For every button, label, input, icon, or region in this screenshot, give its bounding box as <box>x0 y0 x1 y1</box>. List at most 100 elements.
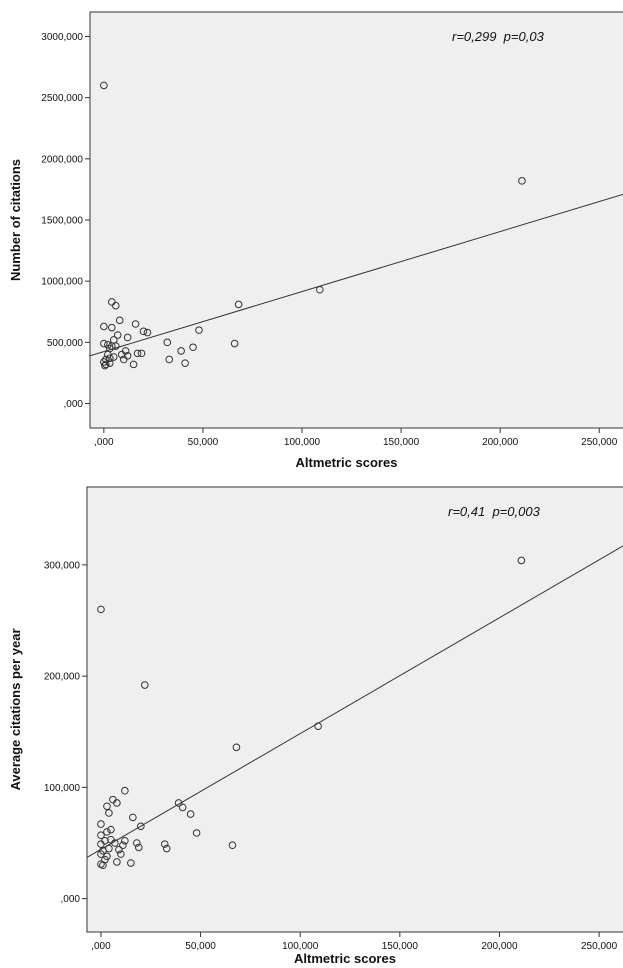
x-axis-label: Altmetric scores <box>294 951 396 966</box>
data-point <box>100 81 108 90</box>
x-tick-label: 50,000 <box>185 941 216 952</box>
data-point <box>129 813 137 822</box>
data-point <box>104 341 112 349</box>
data-point <box>228 841 237 850</box>
y-tick-label: 300,000 <box>44 560 81 571</box>
data-point <box>127 859 135 867</box>
data-point <box>131 320 140 328</box>
data-point <box>129 360 138 369</box>
data-point <box>163 338 172 347</box>
data-point <box>97 831 105 840</box>
data-point <box>103 802 111 811</box>
y-tick-label: ,000 <box>64 399 84 410</box>
x-axis-label: Altmetric scores <box>296 455 398 470</box>
data-point <box>165 355 174 364</box>
stats-annotation: r=0,299 p=0,03 <box>452 29 545 44</box>
data-point <box>234 300 243 309</box>
chart-panel-2: ,000 100,000 200,000 300,000 ,000 50,000 100,0… <box>8 486 623 966</box>
x-tick-label: 150,000 <box>383 437 420 448</box>
plot-area <box>86 486 623 933</box>
y-axis-label: Average citations per year <box>8 628 23 790</box>
data-point <box>232 743 241 752</box>
data-point <box>97 820 105 828</box>
data-point <box>104 350 112 359</box>
data-point <box>107 298 116 306</box>
data-point <box>139 327 148 336</box>
x-tick-label: ,000 <box>94 437 114 448</box>
x-tick-label: 100,000 <box>282 941 319 952</box>
data-point <box>113 331 122 339</box>
data-point <box>136 822 145 831</box>
data-point <box>109 795 117 804</box>
data-point <box>137 349 146 358</box>
data-point <box>517 556 526 565</box>
data-point <box>181 359 189 367</box>
data-point <box>100 339 108 348</box>
data-point <box>178 803 187 812</box>
y-tick-label: 500,000 <box>47 338 84 349</box>
data-point <box>115 845 123 854</box>
data-point <box>102 360 110 369</box>
data-point <box>314 722 322 730</box>
data-point <box>101 361 109 370</box>
data-point <box>174 799 183 807</box>
data-point <box>119 841 127 850</box>
data-point <box>189 343 197 352</box>
data-point <box>107 342 116 350</box>
data-point <box>107 825 115 834</box>
stats-annotation: r=0,41 p=0,003 <box>448 504 541 519</box>
data-point <box>123 333 132 342</box>
data-point <box>97 850 105 858</box>
x-tick-label: 150,000 <box>382 941 419 952</box>
data-point <box>230 339 239 348</box>
data-point <box>133 349 142 358</box>
y-tick-label: 200,000 <box>44 672 81 683</box>
data-point <box>133 839 141 847</box>
y-tick-label: 2000,000 <box>41 154 83 165</box>
y-axis-label: Number of citations <box>8 159 23 281</box>
y-tick-label: 3000,000 <box>41 32 83 43</box>
x-tick-label: 250,000 <box>581 437 618 448</box>
data-point <box>186 810 195 818</box>
data-point <box>316 285 324 294</box>
data-point <box>518 177 526 185</box>
data-point <box>106 354 114 363</box>
y-tick-label: ,000 <box>61 894 81 905</box>
data-point <box>107 323 116 332</box>
data-point <box>99 861 107 870</box>
x-tick-label: 250,000 <box>581 941 618 952</box>
data-point <box>115 316 124 325</box>
data-point <box>121 786 129 795</box>
y-tick-label: 2500,000 <box>41 93 83 104</box>
y-tick-label: 100,000 <box>44 783 81 794</box>
data-point <box>121 836 129 845</box>
data-point <box>100 322 108 331</box>
data-point <box>113 858 121 866</box>
data-point <box>135 843 143 852</box>
data-point <box>195 326 203 334</box>
data-point <box>177 347 185 355</box>
y-tick-label: 1000,000 <box>41 277 83 288</box>
x-tick-label: ,000 <box>91 941 111 952</box>
data-point <box>105 809 113 817</box>
x-tick-label: 200,000 <box>481 941 518 952</box>
chart-panel-1: ,000 500,000 1000,000 1500,000 2000,000 2500,… <box>8 11 623 470</box>
data-point <box>103 828 111 836</box>
data-point <box>100 358 108 366</box>
data-point <box>117 350 126 359</box>
data-point <box>117 850 125 858</box>
data-point <box>97 840 105 848</box>
data-point <box>192 829 201 837</box>
data-point <box>119 355 128 364</box>
x-tick-label: 100,000 <box>284 437 321 448</box>
data-point <box>140 681 149 689</box>
plot-area <box>89 11 623 429</box>
data-point <box>143 328 152 337</box>
y-tick-label: 1500,000 <box>41 216 83 227</box>
x-tick-label: 200,000 <box>482 437 519 448</box>
data-point <box>160 840 169 848</box>
data-point <box>97 860 105 868</box>
fit-line <box>90 193 623 357</box>
data-point <box>162 844 171 853</box>
